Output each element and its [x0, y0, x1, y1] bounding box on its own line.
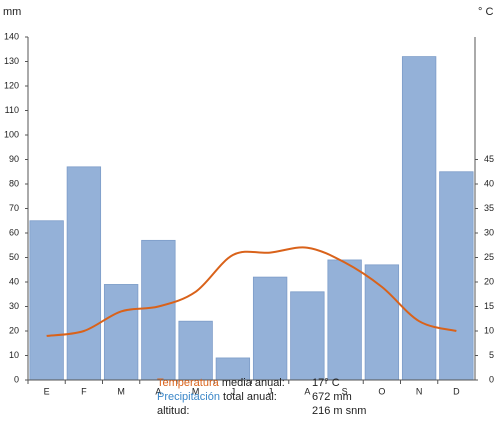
x-tick-label: M — [192, 386, 200, 396]
x-tick-label: J — [231, 386, 236, 396]
bar — [29, 220, 64, 381]
y2-tick-label: 0 — [489, 374, 494, 384]
y-tick-label: 110 — [5, 105, 19, 115]
legend-series-name: Precipitación — [157, 391, 220, 403]
x-tick-label: M — [117, 386, 125, 396]
y-tick-label: 70 — [9, 203, 19, 213]
y2-axis-label: ° C — [478, 6, 493, 18]
y-tick-label: 120 — [4, 80, 19, 90]
y-tick-label: 60 — [9, 227, 19, 237]
x-tick-label: D — [453, 386, 460, 396]
legend-value: 216 m snm — [312, 405, 366, 417]
y2-tick-label: 30 — [484, 227, 494, 237]
bar — [141, 239, 176, 381]
legend-value: 17° C — [312, 377, 340, 389]
bar — [327, 259, 362, 381]
legend-label: total anual: — [220, 391, 277, 403]
bar — [178, 320, 213, 381]
y-tick-label: 80 — [9, 178, 19, 188]
x-tick-label: F — [81, 386, 87, 396]
y-tick-label: 10 — [9, 350, 19, 360]
legend-temperature: Temperatura media anual: — [157, 377, 285, 389]
y-tick-label: 0 — [14, 374, 19, 384]
y2-tick-label: 40 — [484, 178, 494, 188]
y-tick-label: 90 — [9, 154, 19, 164]
y2-tick-label: 35 — [484, 203, 494, 213]
temperature-line — [46, 246, 457, 337]
y-tick-label: 100 — [4, 129, 19, 139]
legend-label: altitud: — [157, 405, 189, 417]
bar — [103, 284, 139, 381]
y2-tick-label: 25 — [484, 252, 494, 262]
y-tick-label: 20 — [9, 325, 19, 335]
x-tick-label: O — [378, 386, 385, 396]
bar — [290, 291, 325, 381]
y-tick-label: 130 — [4, 56, 19, 66]
legend-series-name: Temperatura — [157, 377, 220, 389]
y2-tick-label: 45 — [484, 154, 494, 164]
bar — [364, 264, 400, 381]
x-tick-label: A — [155, 386, 161, 396]
x-tick-label: N — [416, 386, 423, 396]
x-tick-label: A — [304, 386, 310, 396]
y2-tick-label: 15 — [484, 301, 494, 311]
bar — [252, 276, 288, 381]
y-tick-label: 30 — [9, 301, 19, 311]
y2-tick-label: 20 — [484, 276, 494, 286]
y2-tick-label: 10 — [484, 325, 494, 335]
y2-tick-label: 5 — [489, 350, 494, 360]
y-tick-label: 40 — [9, 276, 19, 286]
bar — [439, 171, 474, 381]
bar — [401, 56, 437, 381]
bar — [66, 166, 102, 381]
y-axis-label: mm — [3, 6, 21, 18]
x-tick-label: E — [44, 386, 50, 396]
y-tick-label: 50 — [9, 252, 19, 262]
legend-value: 672 mm — [312, 391, 352, 403]
legend-precipitation: Precipitación total anual: — [157, 391, 277, 403]
x-tick-label: S — [342, 386, 348, 396]
y-tick-label: 140 — [4, 31, 19, 41]
plot: 0 10 20 30 40 50 60 70 80 90 100 110 120 130 140 0 5 10 15… — [4, 31, 494, 396]
x-tick-label: J — [268, 386, 273, 396]
legend-label: media anual: — [219, 377, 285, 389]
